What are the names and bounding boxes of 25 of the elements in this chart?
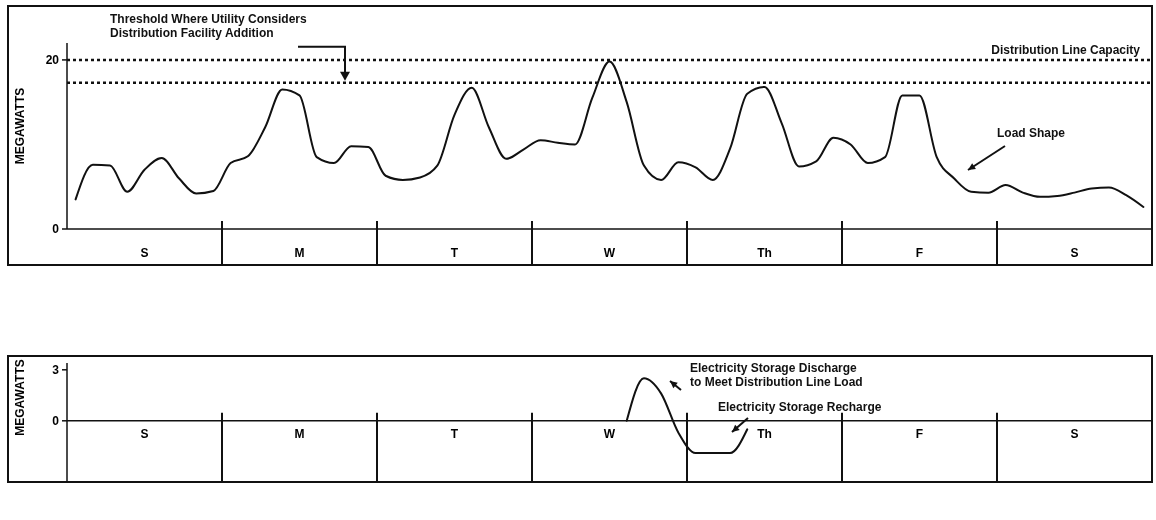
y-tick-label: 20 — [45, 53, 60, 68]
ref-line-label: Threshold Where Utility Considers Distribution Facility Addition — [110, 11, 308, 40]
y-tick-label: 3 — [52, 363, 60, 377]
ref-line-label: Distribution Line Capacity — [991, 42, 1141, 57]
x-tick-label: M — [294, 246, 305, 261]
x-tick-label: S — [1070, 427, 1079, 441]
annotation: Electricity Storage Discharge to Meet Distribution Line Load — [690, 361, 863, 389]
x-tick-label: T — [450, 246, 459, 261]
x-tick-label: S — [140, 246, 149, 261]
x-tick-label: W — [603, 427, 616, 441]
x-tick-label: M — [294, 427, 305, 441]
annotation: Load Shape — [997, 126, 1066, 140]
x-tick-label: S — [1070, 246, 1079, 261]
y-tick-label: 0 — [52, 414, 60, 428]
y-tick-label: 0 — [52, 222, 60, 237]
x-tick-label: S — [140, 427, 149, 441]
annotation: Electricity Storage Recharge — [718, 400, 882, 414]
y-axis-title: MEGAWATTS — [13, 359, 27, 436]
x-tick-label: Th — [757, 246, 772, 261]
x-tick-label: F — [915, 427, 924, 441]
y-axis-title: MEGAWATTS — [13, 87, 27, 165]
x-tick-label: W — [603, 246, 616, 261]
x-tick-label: F — [915, 246, 924, 261]
x-tick-label: T — [450, 427, 459, 441]
x-tick-label: Th — [757, 427, 772, 441]
